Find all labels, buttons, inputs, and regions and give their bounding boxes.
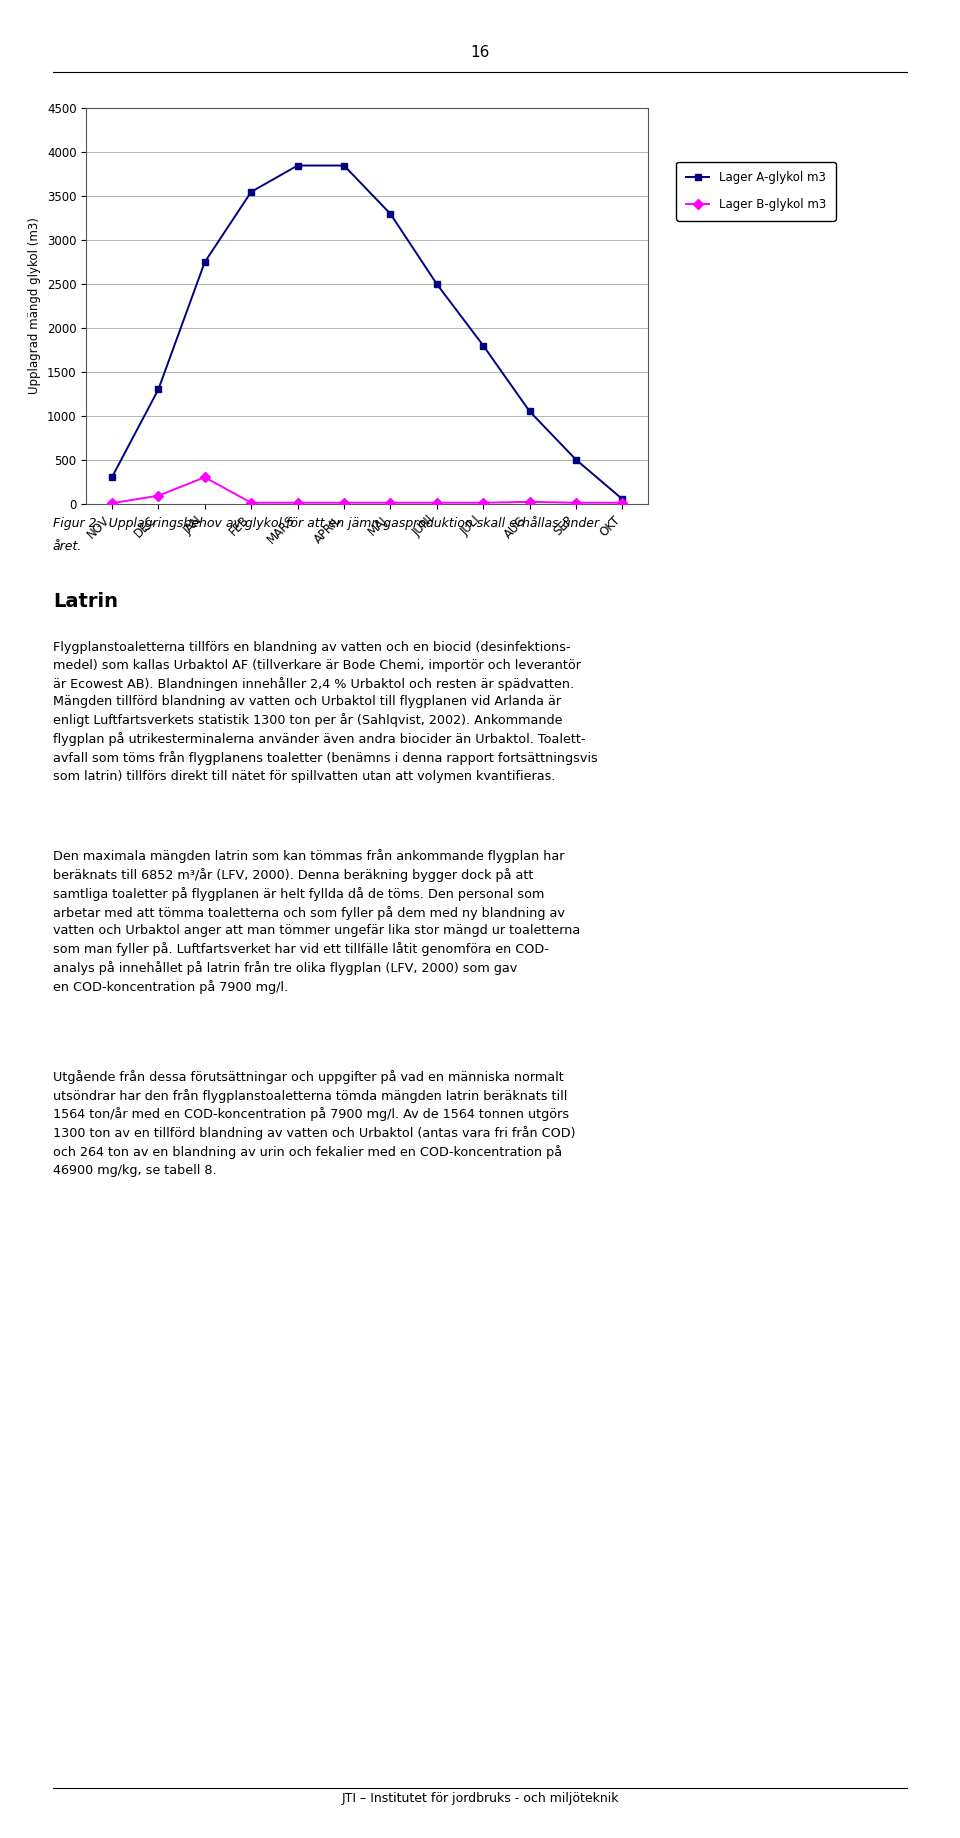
Text: Utgående från dessa förutsättningar och uppgifter på vad en människa normalt
uts: Utgående från dessa förutsättningar och …	[53, 1070, 575, 1176]
Text: Figur 2.  Upplagringsbehov av glykol för att en jämn gasproduktion skall erhålla: Figur 2. Upplagringsbehov av glykol för …	[53, 516, 599, 531]
Y-axis label: Upplagrad mängd glykol (m3): Upplagrad mängd glykol (m3)	[29, 217, 41, 395]
Text: året.: året.	[53, 540, 83, 553]
Text: 16: 16	[470, 44, 490, 61]
Text: Latrin: Latrin	[53, 592, 118, 610]
Text: Den maximala mängden latrin som kan tömmas från ankommande flygplan har
beräknat: Den maximala mängden latrin som kan tömm…	[53, 849, 580, 994]
Text: JTI – Institutet för jordbruks - och miljöteknik: JTI – Institutet för jordbruks - och mil…	[341, 1792, 619, 1805]
Text: Flygplanstoaletterna tillförs en blandning av vatten och en biocid (desinfektion: Flygplanstoaletterna tillförs en blandni…	[53, 641, 597, 783]
Legend: Lager A-glykol m3, Lager B-glykol m3: Lager A-glykol m3, Lager B-glykol m3	[677, 162, 835, 221]
